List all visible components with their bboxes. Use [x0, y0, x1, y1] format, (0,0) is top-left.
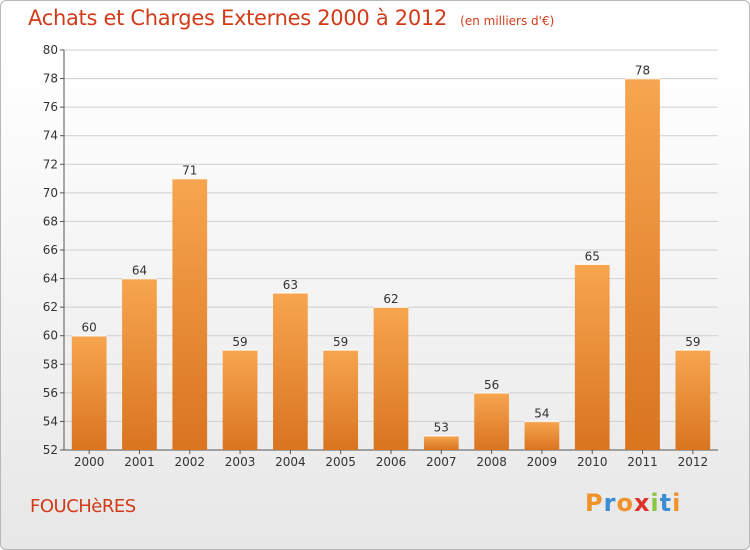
y-tick-label: 64 [43, 272, 58, 286]
y-tick-label: 66 [43, 243, 58, 257]
y-tick-label: 78 [43, 72, 58, 86]
bar-2004 [273, 292, 308, 450]
logo-letter: x [633, 489, 651, 517]
x-tick-label: 2001 [124, 455, 155, 469]
data-label: 59 [232, 335, 247, 349]
y-tick-label: 58 [43, 357, 58, 371]
bar-2012 [675, 350, 711, 450]
x-tick-label: 2004 [275, 455, 306, 469]
y-tick-label: 70 [43, 186, 58, 200]
chart-title: Achats et Charges Externes 2000 à 2012 (… [28, 6, 554, 30]
y-tick-label: 68 [43, 214, 58, 228]
data-label: 65 [585, 249, 600, 263]
data-label: 71 [182, 164, 197, 178]
bar-2011 [625, 78, 660, 451]
data-label: 78 [635, 64, 650, 78]
data-label: 62 [383, 292, 398, 306]
x-tick-label: 2000 [74, 455, 105, 469]
bar-2003 [222, 350, 258, 450]
logo-letter: r [603, 489, 617, 517]
title-unit: (en milliers d'€) [460, 14, 555, 28]
y-tick-label: 72 [43, 157, 58, 171]
y-tick-label: 62 [43, 300, 58, 314]
data-labels: 60 64 71 59 63 59 62 53 56 54 65 78 59 [82, 64, 701, 435]
y-tick-label: 54 [43, 414, 58, 428]
axes: 52 54 56 58 60 62 64 66 68 70 72 74 76 78 80 2000 2001 20… [43, 43, 718, 469]
bar-2000 [71, 335, 107, 450]
y-tick-label: 52 [43, 443, 58, 457]
logo-letter: P [585, 489, 604, 517]
x-tick-label: 2009 [527, 455, 558, 469]
commune-name: FOUCHèRES [30, 496, 136, 517]
x-tick-label: 2005 [325, 455, 356, 469]
x-tick-label: 2007 [426, 455, 457, 469]
logo-letter: t [659, 489, 673, 517]
proxiti-logo[interactable]: Proxiti [585, 489, 681, 517]
y-tick-label: 74 [43, 129, 58, 143]
y-tick-label: 80 [43, 43, 58, 57]
data-label: 64 [132, 264, 147, 278]
data-label: 53 [434, 421, 449, 435]
y-tick-label: 60 [43, 329, 58, 343]
x-tick-label: 2012 [678, 455, 709, 469]
x-tick-label: 2010 [577, 455, 608, 469]
bar-2001 [122, 278, 157, 450]
bar-2009 [524, 421, 560, 450]
data-label: 63 [283, 278, 298, 292]
logo-letter: i [672, 489, 682, 517]
bar-2005 [323, 350, 359, 450]
bar-2007 [423, 435, 459, 450]
data-label: 54 [534, 406, 549, 420]
x-tick-label: 2003 [225, 455, 256, 469]
title-main: Achats et Charges Externes 2000 à 2012 [28, 6, 448, 30]
data-label: 60 [82, 321, 97, 335]
x-tick-label: 2011 [627, 455, 658, 469]
y-tick-label: 76 [43, 100, 58, 114]
data-label: 59 [685, 335, 700, 349]
bar-2008 [474, 392, 509, 450]
bar-2010 [574, 264, 610, 450]
logo-letter: o [616, 489, 634, 517]
data-label: 56 [484, 378, 499, 392]
x-tick-label: 2002 [174, 455, 205, 469]
data-label: 59 [333, 335, 348, 349]
x-tick-label: 2006 [376, 455, 407, 469]
x-tick-label: 2008 [476, 455, 507, 469]
bars [71, 77, 711, 451]
bar-2006 [373, 307, 409, 450]
logo-letter: i [650, 489, 660, 517]
y-tick-label: 56 [43, 386, 58, 400]
bar-2002 [172, 178, 208, 451]
